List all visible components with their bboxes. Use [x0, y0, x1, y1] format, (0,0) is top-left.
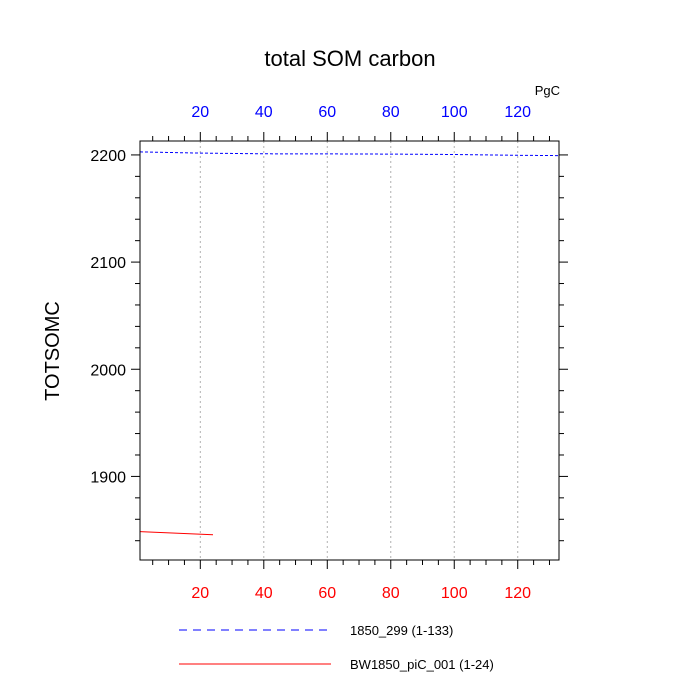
- legend: 1850_299 (1-133) BW1850_piC_001 (1-24): [179, 623, 494, 672]
- x-tick-label-top: 80: [382, 104, 400, 121]
- y-tick-label: 2100: [90, 255, 126, 272]
- x-tick-label-top: 40: [255, 104, 273, 121]
- y-tick-label: 1900: [90, 469, 126, 486]
- x-tick-label-bottom: 40: [255, 585, 273, 602]
- y-tick-label: 2200: [90, 148, 126, 165]
- x-tick-label-bottom: 80: [382, 585, 400, 602]
- units-label: PgC: [535, 83, 560, 98]
- series-lines: [139, 151, 560, 536]
- plot-frame: [139, 140, 560, 561]
- series-line-1: [139, 151, 560, 157]
- x-tick-label-bottom: 20: [191, 585, 209, 602]
- y-axis-label: TOTSOMC: [42, 301, 64, 401]
- x-tick-label-top: 20: [191, 104, 209, 121]
- chart-title: total SOM carbon: [264, 46, 435, 71]
- series-line-2: [139, 531, 214, 536]
- tick-labels: 20 20 40 40 60 60 80 80 100 100 120 120 1900 2000 2100…: [90, 104, 531, 602]
- x-tick-label-top: 100: [441, 104, 468, 121]
- x-tick-label-bottom: 100: [441, 585, 468, 602]
- x-tick-label-bottom: 60: [318, 585, 336, 602]
- x-tick-label-top: 60: [318, 104, 336, 121]
- legend-label-1: 1850_299 (1-133): [350, 623, 453, 638]
- x-tick-label-bottom: 120: [504, 585, 531, 602]
- x-tick-label-top: 120: [504, 104, 531, 121]
- y-tick-label: 2000: [90, 362, 126, 379]
- grid-lines: [199, 141, 519, 560]
- legend-label-2: BW1850_piC_001 (1-24): [350, 657, 494, 672]
- axis-ticks: [131, 132, 568, 569]
